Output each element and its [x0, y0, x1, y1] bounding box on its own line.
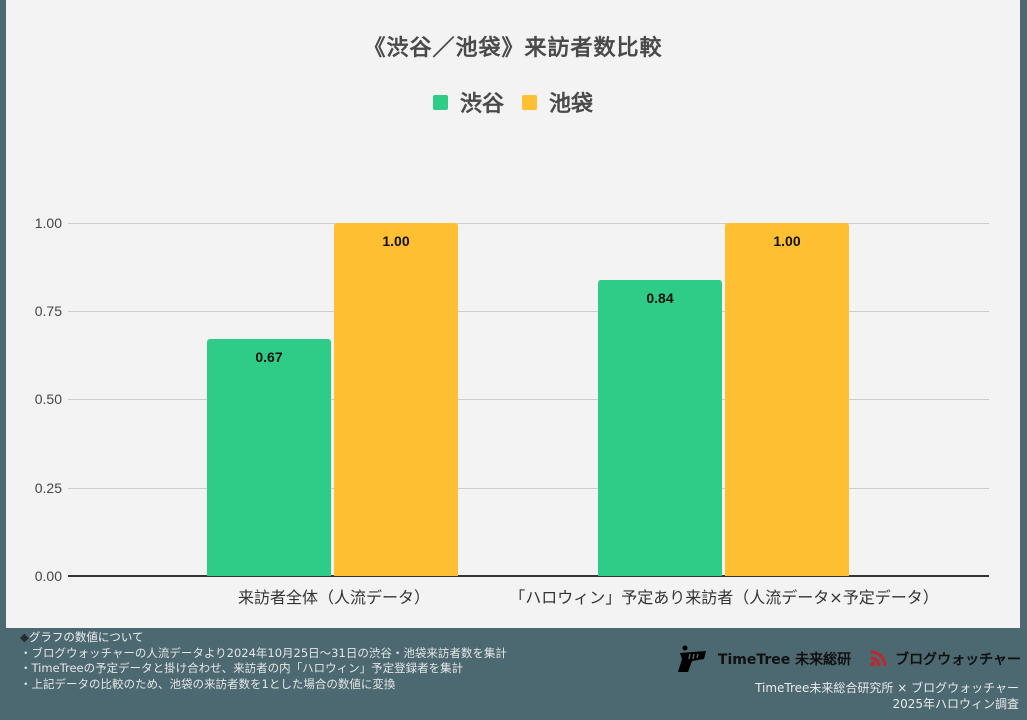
gridline-025 [68, 488, 989, 489]
bar-shibuya-halloween: 0.84 [598, 280, 722, 576]
signal-icon [870, 650, 887, 667]
legend-label-ikebukuro: 池袋 [549, 92, 594, 117]
bar-value-label: 1.00 [382, 233, 410, 249]
chart-panel: 《渋谷／池袋》来訪者数比較 渋谷 池袋 [6, 0, 1020, 628]
plot-area: 1.00 0.75 0.50 0.25 0.00 0.67 1.00 0.84 … [35, 215, 989, 584]
notes-heading-text: グラフの数値について [28, 630, 144, 644]
notes-item: ・上記データの比較のため、池袋の来訪者数を1とした場合の数値に変換 [20, 676, 396, 691]
notes-item: ・TimeTreeの予定データと掛け合わせ、来訪者の内「ハロウィン」予定登録者を… [20, 661, 464, 675]
bar-value-label: 0.67 [255, 349, 283, 365]
credit-line-2: 2025年ハロウィン調査 [892, 697, 1019, 711]
bar-ikebukuro-halloween: 1.00 [725, 223, 849, 576]
ytick-025: 0.25 [34, 480, 62, 496]
legend-swatch-shibuya [432, 94, 448, 110]
notes-item: ・ブログウォッチャーの人流データより2024年10月25日～31日の渋谷・池袋来… [20, 645, 507, 660]
diamond-icon: ◆ [20, 630, 29, 644]
legend: 渋谷 池袋 [6, 86, 1020, 118]
ytick-000: 0.00 [34, 568, 62, 584]
gridline-075 [68, 311, 989, 312]
notes-section: ◆グラフの数値について ・ブログウォッチャーの人流データより2024年10月25… [20, 630, 507, 692]
timetree-figure-icon [677, 645, 706, 672]
credit: TimeTree未来総合研究所 × ブログウォッチャー 2025年ハロウィン調査 [755, 680, 1019, 712]
timetree-logo: TimeTree 未来総研 [676, 645, 851, 673]
legend-item-shibuya: 渋谷 [432, 86, 504, 118]
x-category-label-total: 来訪者全体（人流データ） [237, 588, 431, 607]
bar-shibuya-total: 0.67 [207, 339, 331, 576]
bar-ikebukuro-total: 1.00 [334, 223, 458, 576]
credit-line-1: TimeTree未来総合研究所 × ブログウォッチャー [755, 681, 1019, 695]
legend-item-ikebukuro: 池袋 [522, 86, 593, 118]
legend-label-shibuya: 渋谷 [459, 92, 504, 117]
logos: TimeTree 未来総研 ブログウォッチャー [676, 645, 1021, 673]
x-axis-baseline [68, 575, 989, 577]
timetree-logo-text: TimeTree 未来総研 [717, 652, 852, 668]
chart-title: 《渋谷／池袋》来訪者数比較 [363, 36, 663, 61]
bar-value-label: 1.00 [773, 233, 801, 249]
ytick-100: 1.00 [34, 215, 62, 231]
ytick-075: 0.75 [34, 303, 62, 319]
bar-value-label: 0.84 [646, 290, 674, 306]
legend-swatch-ikebukuro [522, 94, 537, 110]
blogwatcher-logo: ブログウォッチャー [869, 649, 1021, 669]
blogwatcher-logo-text: ブログウォッチャー [895, 652, 1021, 668]
ytick-050: 0.50 [34, 391, 62, 407]
notes-heading: ◆グラフの数値について [20, 630, 507, 646]
gridline-100 [68, 223, 989, 224]
x-category-label-halloween: 「ハロウィン」予定あり来訪者（人流データ×予定データ） [509, 588, 939, 607]
gridline-050 [68, 399, 989, 400]
